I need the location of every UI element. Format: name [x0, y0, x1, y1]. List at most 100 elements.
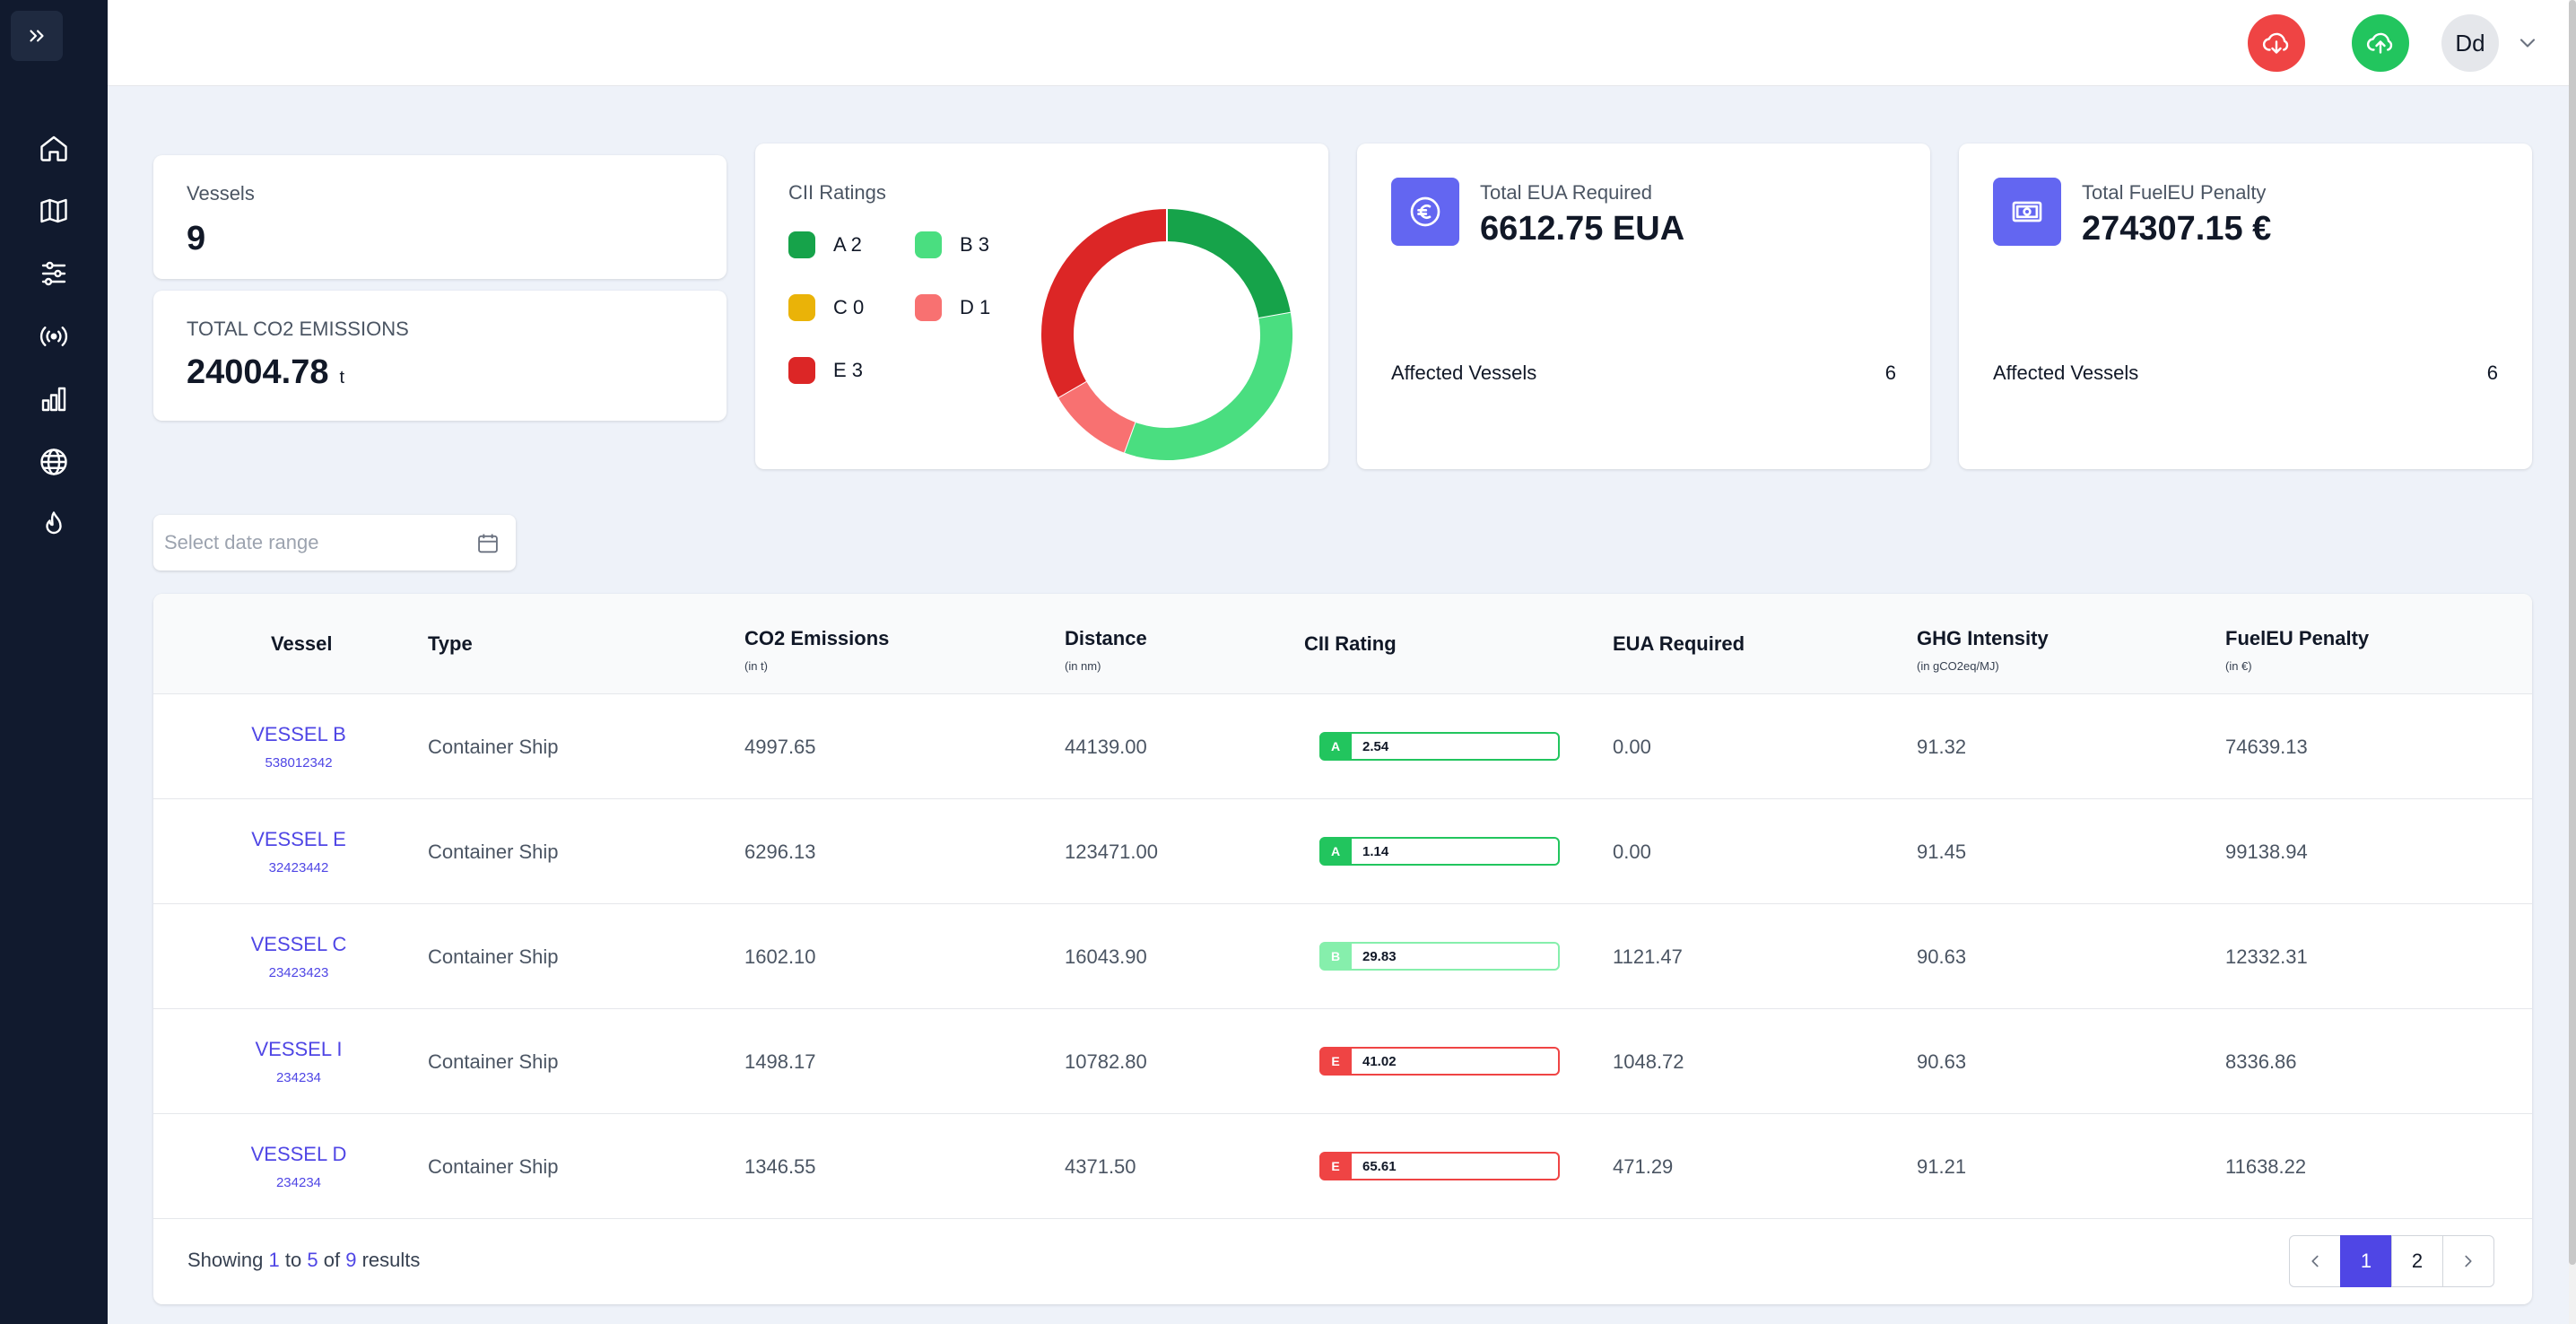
- cii-value: 29.83: [1362, 948, 1397, 964]
- ghg-value: 90.63: [1917, 1050, 1967, 1073]
- showing-results-word: results: [361, 1249, 421, 1271]
- table-row[interactable]: VESSEL I 234234 Container Ship 1498.17 10782…: [153, 1009, 2532, 1114]
- ghg-value: 91.45: [1917, 840, 1967, 863]
- col-type[interactable]: Type: [428, 594, 473, 694]
- col-cii[interactable]: CII Rating: [1304, 594, 1397, 694]
- flame-icon: [46, 511, 62, 535]
- co2-label: TOTAL CO2 EMISSIONS: [187, 318, 409, 340]
- upload-button[interactable]: [2352, 14, 2409, 72]
- calendar-icon[interactable]: [475, 531, 500, 556]
- cii-donut-chart: [1041, 209, 1292, 460]
- col-penalty[interactable]: FuelEU Penalty (in €): [2225, 594, 2369, 694]
- euro-icon-box: [1391, 178, 1459, 246]
- eua-value: 6612.75 EUA: [1480, 210, 1685, 248]
- cii-rating-bar: B 29.83: [1319, 942, 1560, 971]
- sidebar-item-tracking[interactable]: [0, 305, 108, 368]
- sidebar: [0, 0, 108, 1324]
- vessel-name-link[interactable]: VESSEL C: [250, 933, 347, 955]
- col-label: EUA Required: [1613, 632, 1745, 655]
- cii-rating-bar: E 41.02: [1319, 1047, 1560, 1076]
- legend-item-e: E 3: [788, 357, 863, 384]
- table-row[interactable]: VESSEL C 23423423 Container Ship 1602.10 160…: [153, 904, 2532, 1009]
- cii-grade-badge: B: [1319, 944, 1352, 969]
- chevron-down-icon[interactable]: [2515, 30, 2540, 56]
- eua-label: Total EUA Required: [1480, 181, 1652, 204]
- globe-icon: [40, 449, 67, 475]
- sidebar-item-home[interactable]: [0, 117, 108, 179]
- sidebar-item-emissions[interactable]: [0, 493, 108, 556]
- vessel-name-link[interactable]: VESSEL D: [250, 1143, 347, 1165]
- col-vessel[interactable]: Vessel: [271, 594, 333, 694]
- col-label: Type: [428, 632, 473, 655]
- eua-value: 0.00: [1613, 735, 1651, 758]
- vessel-imo: 32423442: [268, 860, 329, 875]
- cii-value: 41.02: [1362, 1053, 1397, 1069]
- col-label: GHG Intensity: [1917, 626, 2049, 649]
- donut-slice-b[interactable]: [1124, 312, 1292, 460]
- donut-slice-a[interactable]: [1166, 209, 1291, 319]
- page-scrollbar[interactable]: [2569, 0, 2576, 1324]
- eua-affected-label: Affected Vessels: [1391, 361, 1537, 384]
- cloud-upload-icon: [2366, 32, 2393, 54]
- cii-grade-badge: E: [1319, 1049, 1352, 1074]
- legend-label: E 3: [833, 359, 864, 381]
- showing-total: 9: [345, 1249, 357, 1271]
- sliders-icon: [41, 261, 66, 286]
- donut-slice-d[interactable]: [1057, 380, 1136, 453]
- euro-icon: [1410, 196, 1440, 227]
- pagination: 1 2: [2289, 1235, 2494, 1287]
- sidebar-item-global[interactable]: [0, 431, 108, 493]
- table-header: Vessel Type CO2 Emissions (in t) Distance…: [153, 594, 2532, 694]
- donut-separator: [1258, 311, 1292, 319]
- legend-label: C 0: [833, 296, 865, 318]
- chevrons-right-icon: [30, 30, 44, 42]
- scrollbar-thumb[interactable]: [2569, 0, 2576, 1265]
- user-avatar[interactable]: Dd: [2441, 14, 2499, 72]
- pagination-summary: Showing 1 to 5 of 9 results: [187, 1249, 420, 1272]
- co2-value: 1602.10: [744, 945, 816, 968]
- col-co2[interactable]: CO2 Emissions (in t): [744, 594, 889, 694]
- showing-from: 1: [268, 1249, 280, 1271]
- download-button[interactable]: [2248, 14, 2305, 72]
- next-page-button[interactable]: [2442, 1235, 2494, 1287]
- cii-value: 1.14: [1362, 843, 1389, 859]
- table-row[interactable]: VESSEL D 234234 Container Ship 1346.55 4371.…: [153, 1114, 2532, 1219]
- page-button-2[interactable]: 2: [2391, 1235, 2443, 1287]
- vessel-name-link[interactable]: VESSEL E: [251, 828, 346, 850]
- donut-slice-e[interactable]: [1041, 209, 1168, 397]
- penalty-label: Total FuelEU Penalty: [2082, 181, 2267, 204]
- legend-item-a: A 2: [788, 231, 862, 258]
- penalty-value: 11638.22: [2225, 1154, 2307, 1178]
- prev-page-button[interactable]: [2289, 1235, 2341, 1287]
- vessels-label: Vessels: [187, 182, 255, 205]
- showing-to-word: to: [284, 1249, 302, 1271]
- sidebar-toggle-button[interactable]: [11, 11, 63, 61]
- distance-value: 44139.00: [1065, 735, 1147, 758]
- col-eua[interactable]: EUA Required: [1613, 594, 1745, 694]
- sidebar-item-settings[interactable]: [0, 242, 108, 305]
- vessel-imo: 23423423: [268, 965, 329, 980]
- distance-value: 4371.50: [1065, 1154, 1136, 1178]
- col-distance[interactable]: Distance (in nm): [1065, 594, 1147, 694]
- vessel-type: Container Ship: [428, 945, 559, 968]
- page-button-1[interactable]: 1: [2340, 1235, 2392, 1287]
- co2-value: 1346.55: [744, 1154, 816, 1178]
- sidebar-nav: [0, 117, 108, 556]
- sidebar-item-reports[interactable]: [0, 368, 108, 431]
- vessel-name-link[interactable]: VESSEL B: [251, 723, 346, 745]
- bar-chart-icon: [41, 387, 66, 412]
- col-ghg[interactable]: GHG Intensity (in gCO2eq/MJ): [1917, 594, 2049, 694]
- date-range-input[interactable]: [153, 515, 516, 571]
- sidebar-item-map[interactable]: [0, 179, 108, 242]
- table-row[interactable]: VESSEL B 538012342 Container Ship 4997.65 44…: [153, 694, 2532, 799]
- penalty-affected-value: 6: [2486, 361, 2498, 384]
- legend-item-b: B 3: [915, 231, 989, 258]
- vessel-type: Container Ship: [428, 735, 559, 758]
- vessel-type: Container Ship: [428, 1154, 559, 1178]
- vessel-name-link[interactable]: VESSEL I: [255, 1038, 343, 1060]
- cii-grade-badge: A: [1319, 734, 1352, 759]
- donut-separator: [1057, 380, 1087, 398]
- table-row[interactable]: VESSEL E 32423442 Container Ship 6296.13 123…: [153, 799, 2532, 904]
- vessel-cell: VESSEL E 32423442: [207, 799, 390, 904]
- cii-rating-bar: A 1.14: [1319, 837, 1560, 866]
